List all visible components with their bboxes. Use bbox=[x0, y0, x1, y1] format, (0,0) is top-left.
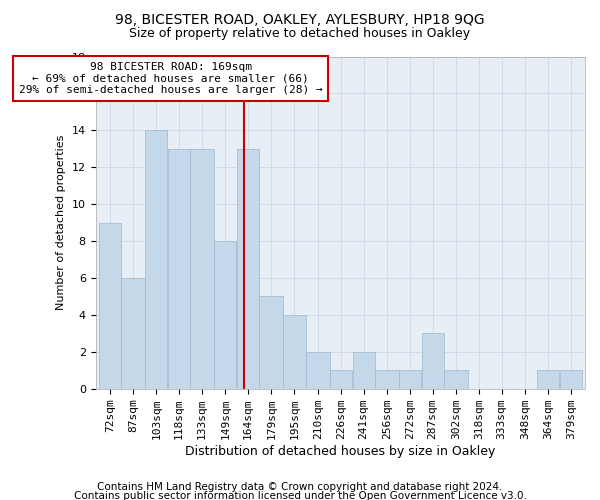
Bar bbox=[237, 149, 259, 388]
Bar bbox=[121, 278, 145, 388]
Text: Contains HM Land Registry data © Crown copyright and database right 2024.: Contains HM Land Registry data © Crown c… bbox=[97, 482, 503, 492]
Text: 98 BICESTER ROAD: 169sqm
← 69% of detached houses are smaller (66)
29% of semi-d: 98 BICESTER ROAD: 169sqm ← 69% of detach… bbox=[19, 62, 322, 95]
Bar bbox=[399, 370, 421, 388]
Bar bbox=[168, 149, 190, 388]
Bar bbox=[560, 370, 582, 388]
Bar bbox=[283, 315, 305, 388]
Bar bbox=[145, 130, 167, 388]
Bar bbox=[353, 352, 374, 389]
Y-axis label: Number of detached properties: Number of detached properties bbox=[56, 135, 66, 310]
Bar bbox=[375, 370, 398, 388]
Text: 98, BICESTER ROAD, OAKLEY, AYLESBURY, HP18 9QG: 98, BICESTER ROAD, OAKLEY, AYLESBURY, HP… bbox=[115, 12, 485, 26]
Bar bbox=[444, 370, 467, 388]
Text: Contains public sector information licensed under the Open Government Licence v3: Contains public sector information licen… bbox=[74, 491, 526, 500]
X-axis label: Distribution of detached houses by size in Oakley: Distribution of detached houses by size … bbox=[185, 444, 496, 458]
Bar bbox=[99, 222, 121, 388]
Bar bbox=[214, 241, 236, 388]
Bar bbox=[537, 370, 559, 388]
Bar bbox=[422, 334, 443, 388]
Text: Size of property relative to detached houses in Oakley: Size of property relative to detached ho… bbox=[130, 28, 470, 40]
Bar bbox=[306, 352, 329, 389]
Bar bbox=[259, 296, 283, 388]
Bar bbox=[330, 370, 352, 388]
Bar bbox=[190, 149, 214, 388]
